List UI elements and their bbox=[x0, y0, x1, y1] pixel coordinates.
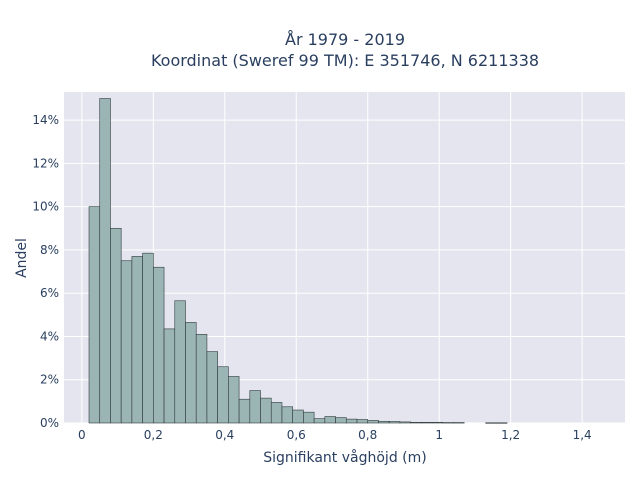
histogram-bar bbox=[131, 256, 143, 424]
histogram-bar bbox=[324, 416, 336, 424]
histogram-bar bbox=[238, 398, 251, 424]
y-tick-label: 8% bbox=[40, 243, 59, 257]
y-tick-label: 0% bbox=[40, 416, 59, 430]
histogram-bar bbox=[110, 227, 122, 424]
histogram-bar bbox=[195, 334, 208, 424]
histogram-bar bbox=[217, 366, 229, 424]
histogram-bar bbox=[174, 300, 186, 424]
histogram-bar bbox=[292, 409, 304, 424]
histogram-bar bbox=[335, 417, 347, 424]
y-axis-ticks: 0% 2% 4% 6% 8% 10% 12% 14% bbox=[32, 113, 59, 430]
histogram-bar bbox=[313, 418, 326, 424]
x-tick-label: 1,4 bbox=[573, 428, 592, 442]
x-tick-label: 0,2 bbox=[144, 428, 163, 442]
histogram-bar bbox=[99, 98, 111, 424]
histogram-bar bbox=[421, 422, 433, 424]
x-tick-label: 0 bbox=[78, 428, 86, 442]
histogram-bar bbox=[453, 422, 465, 424]
histogram-bar bbox=[228, 376, 240, 424]
histogram-bar bbox=[260, 397, 272, 424]
x-axis-label: Signifikant våghöjd (m) bbox=[263, 449, 426, 466]
histogram-bar bbox=[485, 422, 497, 424]
y-tick-label: 4% bbox=[40, 329, 59, 343]
x-tick-label: 1 bbox=[435, 428, 443, 442]
histogram-bar bbox=[206, 351, 218, 424]
y-tick-label: 14% bbox=[32, 113, 59, 127]
histogram-bar bbox=[345, 418, 358, 424]
x-tick-label: 1,2 bbox=[501, 428, 520, 442]
histogram-bar bbox=[163, 328, 176, 424]
histogram-bar bbox=[303, 411, 315, 424]
histogram-bar bbox=[367, 420, 379, 424]
histogram-bar bbox=[142, 252, 154, 424]
y-tick-label: 10% bbox=[32, 200, 59, 214]
y-tick-label: 2% bbox=[40, 373, 59, 387]
y-tick-label: 6% bbox=[40, 286, 59, 300]
histogram-bar bbox=[496, 422, 508, 424]
histogram-bar bbox=[153, 266, 165, 424]
histogram-bar bbox=[249, 390, 261, 424]
y-axis-label: Andel bbox=[14, 238, 30, 278]
chart-title: År 1979 - 2019 bbox=[285, 30, 405, 49]
histogram-bar bbox=[185, 322, 197, 424]
histogram-bars bbox=[88, 98, 508, 424]
histogram-bar bbox=[431, 422, 444, 424]
histogram-bar bbox=[442, 422, 454, 424]
histogram-bar bbox=[120, 260, 133, 424]
histogram-bar bbox=[399, 421, 411, 424]
y-tick-label: 12% bbox=[32, 156, 59, 170]
histogram-bar bbox=[388, 421, 401, 424]
histogram-bar bbox=[410, 422, 422, 424]
chart-subtitle: Koordinat (Sweref 99 TM): E 351746, N 62… bbox=[151, 51, 539, 70]
x-axis-ticks: 0 0,2 0,4 0,6 0,8 1 1,2 1,4 bbox=[78, 428, 592, 442]
histogram-bar bbox=[270, 402, 283, 424]
histogram-bar bbox=[88, 206, 101, 424]
histogram-bar bbox=[378, 420, 390, 424]
x-tick-label: 0,6 bbox=[287, 428, 306, 442]
histogram-bar bbox=[356, 419, 369, 424]
histogram-bar bbox=[281, 406, 293, 424]
x-tick-label: 0,4 bbox=[215, 428, 234, 442]
x-tick-label: 0,8 bbox=[358, 428, 377, 442]
